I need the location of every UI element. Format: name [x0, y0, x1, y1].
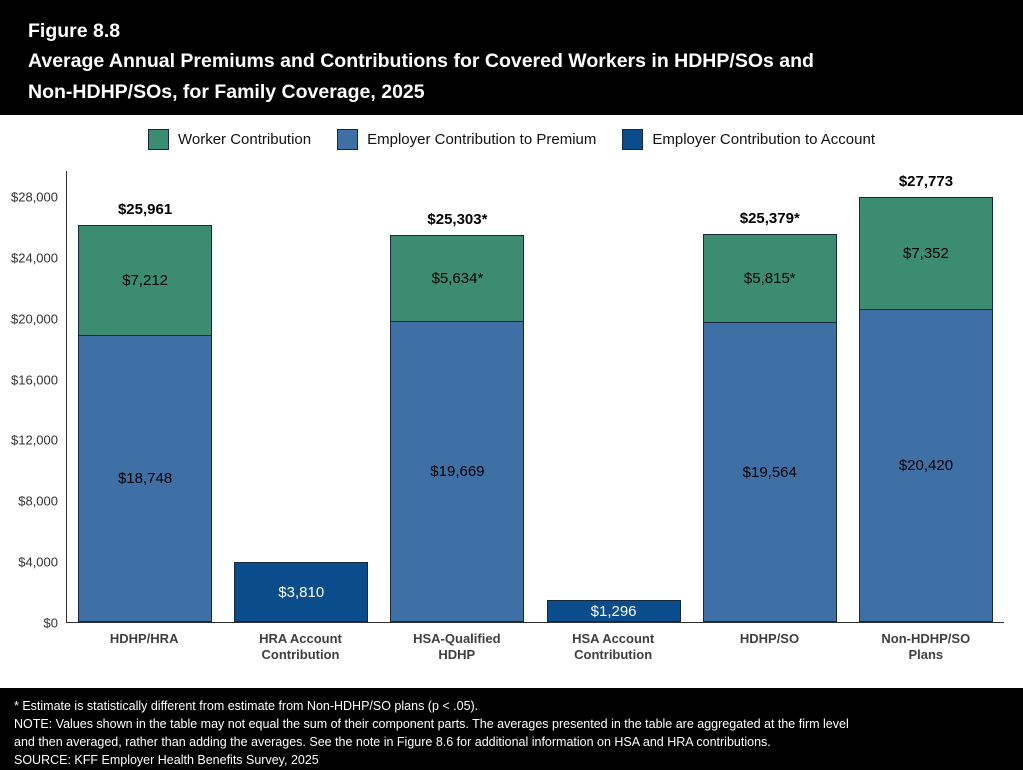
x-axis-labels: HDHP/HRA HRA Account Contribution HSA-Qual… [66, 631, 1004, 663]
bar-group: $20,420 $7,352 $27,773 [848, 171, 1004, 622]
x-axis-label: HSA-Qualified HDHP [413, 631, 501, 662]
bar-group: $19,564 $5,815* $25,379* [692, 171, 848, 622]
x-axis-label: HDHP/SO [739, 631, 800, 646]
legend-swatch-account [622, 129, 644, 150]
legend-label: Employer Contribution to Account [652, 131, 875, 148]
y-tick-label: $28,000 [11, 189, 58, 205]
bar-group: $18,748 $7,212 $25,961 [67, 171, 223, 622]
figure-header: Figure 8.8 Average Annual Premiums and C… [0, 0, 1023, 115]
bar-segment: $3,810 [235, 563, 368, 621]
bar-total-label: $25,379* [739, 209, 800, 227]
stacked-bar: $20,420 $7,352 [858, 197, 993, 622]
stacked-bar: $1,296 [546, 600, 681, 622]
bar-group: $1,296 [536, 171, 692, 622]
y-axis: $0 $4,000 $8,000 $12,000 $16,000 $20,000 $24,0… [10, 171, 66, 631]
bar-segment: $19,669 [391, 321, 524, 621]
bar-group: $3,810 [223, 171, 379, 622]
chart-card: Worker Contribution Employer Contribution… [0, 115, 1023, 688]
plot: $0 $4,000 $8,000 $12,000 $16,000 $20,000 $24,0… [10, 171, 1013, 683]
stacked-bar: $18,748 $7,212 [78, 225, 213, 622]
bar-segment: $5,815* [703, 234, 836, 324]
chart-legend: Worker Contribution Employer Contribution… [0, 129, 1023, 150]
legend-label: Employer Contribution to Premium [367, 131, 597, 148]
legend-item: Employer Contribution to Premium [337, 129, 596, 150]
footnote-line: and then averaged, rather than adding th… [14, 735, 771, 749]
legend-swatch-premium [337, 129, 359, 150]
bar-total-label: $27,773 [898, 173, 954, 191]
figure-title-line-2: Non-HDHP/SOs, for Family Coverage, 2025 [28, 81, 425, 103]
y-tick-label: $4,000 [18, 554, 58, 570]
x-axis-label: Non-HDHP/SO Plans [881, 631, 971, 662]
x-axis-label: HSA Account Contribution [572, 631, 655, 662]
footnote-line: SOURCE: KFF Employer Health Benefits Sur… [14, 753, 319, 767]
bar-total-label: $25,961 [117, 201, 173, 219]
y-tick-label: $20,000 [11, 311, 58, 327]
legend-item: Employer Contribution to Account [622, 129, 875, 150]
bar-segment: $19,564 [703, 323, 836, 621]
figure-footnotes: * Estimate is statistically different fr… [0, 688, 1023, 770]
bar-segment: $20,420 [859, 310, 992, 621]
y-tick-label: $8,000 [18, 493, 58, 509]
bar-segment: $5,634* [391, 236, 524, 322]
bar-segment: $18,748 [79, 335, 212, 621]
y-tick-label: $12,000 [11, 432, 58, 448]
stacked-bar: $19,564 $5,815* [702, 233, 837, 622]
y-tick-label: $24,000 [11, 250, 58, 266]
stacked-bar: $19,669 $5,634* [390, 235, 525, 622]
bar-segment: $7,352 [859, 198, 992, 311]
bar-segment: $7,212 [79, 226, 212, 336]
x-axis-label: HDHP/HRA [109, 631, 179, 646]
footnote-line: * Estimate is statistically different fr… [14, 699, 479, 713]
footnote-line: NOTE: Values shown in the table may not … [14, 717, 849, 731]
x-axis-label: HRA Account Contribution [259, 631, 342, 662]
bar-group: $19,669 $5,634* $25,303* [379, 171, 535, 622]
legend-label: Worker Contribution [177, 131, 312, 148]
legend-swatch-worker [147, 129, 169, 150]
bar-segment: $1,296 [547, 601, 680, 621]
figure-title-line-1: Average Annual Premiums and Contribution… [28, 50, 814, 72]
bar-total-label: $25,303* [427, 211, 488, 229]
stacked-bar: $3,810 [234, 562, 369, 622]
figure-number: Figure 8.8 [28, 20, 121, 42]
plot-area: $18,748 $7,212 $25,961 $3,810 $19,669 $5,634*… [66, 171, 1004, 623]
y-tick-label: $16,000 [11, 372, 58, 388]
legend-item: Worker Contribution [147, 129, 312, 150]
y-tick-label: $0 [43, 615, 58, 631]
